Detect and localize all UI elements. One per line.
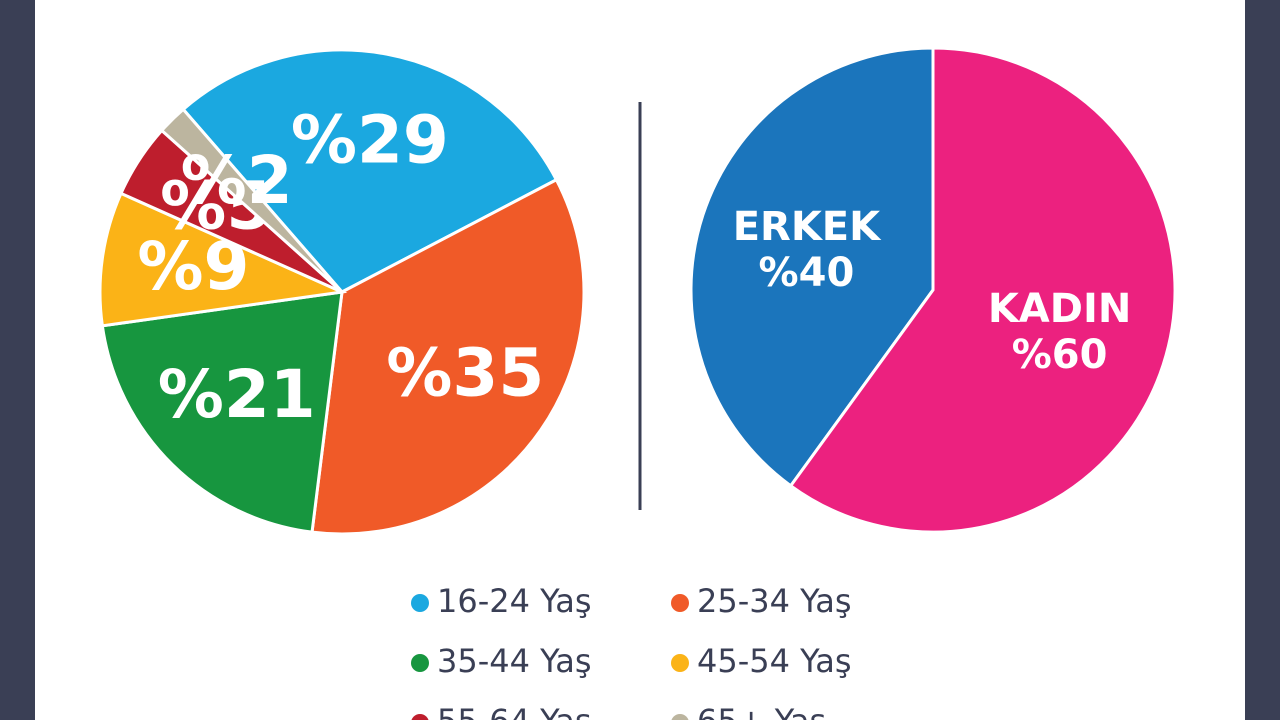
slice-label: %21: [158, 356, 316, 433]
pie-slice: [98, 191, 348, 328]
pie-slice: [689, 46, 935, 488]
legend-marker: [411, 654, 429, 672]
pie-slice: [181, 48, 559, 294]
pie-slice: [788, 46, 1177, 534]
legend-marker: [671, 714, 689, 720]
legend-label: 35-44 Yaş: [437, 642, 592, 680]
pie-slice: [100, 290, 344, 534]
legend-marker: [411, 714, 429, 720]
legend-label: 45-54 Yaş: [697, 642, 852, 680]
legend-marker: [671, 654, 689, 672]
legend-marker: [411, 594, 429, 612]
slice-label: %40: [759, 250, 855, 296]
slice-label: %29: [291, 102, 449, 179]
legend-label: 65+ Yaş: [697, 702, 826, 720]
legend-label: 25-34 Yaş: [697, 582, 852, 620]
pie-slice: [310, 177, 586, 536]
legend-label: 55-64 Yaş: [437, 702, 592, 720]
slice-category: KADIN: [988, 286, 1132, 332]
pie-slice: [159, 107, 344, 294]
slice-category: ERKEK: [733, 204, 882, 250]
slice-label: %2: [181, 142, 293, 219]
slice-label: %60: [1012, 332, 1108, 378]
slice-label: %35: [386, 335, 544, 412]
legend-label: 16-24 Yaş: [437, 582, 592, 620]
legend-marker: [671, 594, 689, 612]
